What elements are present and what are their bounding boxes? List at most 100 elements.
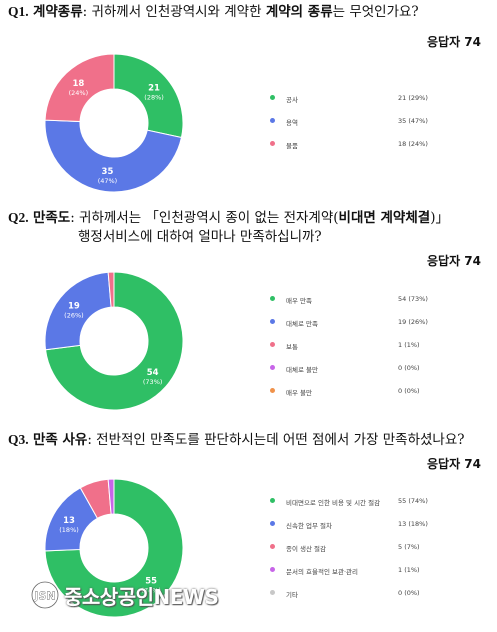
legend-item: 대체로 불만 0 (0%) [265, 364, 435, 388]
legend-satisfaction: 매우 만족 54 (73%) 대체로 만족 19 (26%) 보통 1 (1%) 대체로 불… [265, 295, 435, 411]
slice-value-label: 13 [63, 516, 75, 526]
donut-slice [44, 478, 184, 618]
respondent-count-3: 응답자 74 [427, 457, 481, 471]
legend-label: 문서의 효율적인 보관·관리 [286, 568, 358, 576]
legend-item: 매우 만족 54 (73%) [265, 295, 435, 319]
question-text-bold: 계약의 종류 [265, 4, 333, 20]
donut-slice [44, 271, 112, 351]
legend-dot-icon [270, 365, 275, 370]
legend-label: 대체로 만족 [286, 320, 318, 328]
donut-slice [113, 53, 184, 139]
legend-label: 대체로 불만 [286, 366, 318, 374]
legend-dot-icon [270, 95, 275, 100]
question-number: Q1. [8, 4, 29, 19]
slice-value-label: 19 [68, 302, 80, 312]
donut-chart-contract-type: 21(28%) 35(47%) 18(24%) [44, 53, 184, 193]
slice-percent-label: (28%) [144, 94, 164, 102]
slice-percent-label: (74%) [141, 587, 161, 595]
legend-dot-icon [270, 590, 275, 595]
donut-slice [107, 271, 115, 308]
slice-percent-label: (47%) [98, 177, 118, 185]
legend-value: 1 (1%) [398, 566, 420, 574]
legend-label: 매우 만족 [286, 297, 312, 305]
slice-value-label: 54 [147, 368, 159, 378]
legend-label: 비대면으로 인한 비용 및 시간 절감 [286, 499, 381, 507]
legend-item: 기타 0 (0%) [265, 589, 435, 613]
question-2: Q2. 만족도: 귀하께서는 「인천광역시 종이 없는 전자계약(비대면 계약체… [8, 208, 449, 247]
legend-item: 물품 18 (24%) [265, 140, 435, 164]
legend-dot-icon [270, 567, 275, 572]
legend-label: 신속한 업무 절차 [286, 522, 332, 530]
legend-value: 54 (73%) [398, 295, 428, 303]
question-text: : 전반적인 만족도를 판단하시는데 어떤 점에서 가장 만족하셨나요? [87, 432, 465, 448]
watermark-text: 중소상공인NEWS [64, 584, 219, 609]
legend-value: 1 (1%) [398, 341, 420, 349]
watermark: JSN 중소상공인NEWS [30, 579, 219, 611]
legend-item: 비대면으로 인한 비용 및 시간 절감 55 (74%) [265, 497, 435, 521]
legend-value: 35 (47%) [398, 117, 428, 125]
legend-value: 21 (29%) [398, 94, 428, 102]
legend-satisfaction-reason: 비대면으로 인한 비용 및 시간 절감 55 (74%) 신속한 업무 절차 13 (… [265, 497, 435, 613]
donut-slice [44, 271, 184, 411]
slice-value-label: 18 [72, 79, 84, 89]
legend-dot-icon [270, 521, 275, 526]
legend-value: 55 (74%) [398, 497, 428, 505]
legend-item: 매우 불만 0 (0%) [265, 387, 435, 411]
legend-label: 매우 불만 [286, 389, 312, 397]
slice-percent-label: (24%) [69, 89, 89, 97]
jsn-logo-icon: JSN [30, 580, 60, 610]
donut-slice [107, 478, 115, 515]
legend-dot-icon [270, 118, 275, 123]
legend-value: 0 (0%) [398, 364, 420, 372]
question-3: Q3. 만족 사유: 전반적인 만족도를 판단하시는데 어떤 점에서 가장 만족… [8, 430, 465, 450]
legend-dot-icon [270, 319, 275, 324]
legend-item: 대체로 만족 19 (26%) [265, 318, 435, 342]
question-text-end: 는 무엇인가요? [332, 4, 419, 20]
legend-value: 5 (7%) [398, 543, 420, 551]
legend-item: 신속한 업무 절차 13 (18%) [265, 520, 435, 544]
legend-label: 기타 [286, 591, 298, 599]
question-text: : 귀하께서는 「인천광역시 종이 없는 전자계약( [70, 210, 339, 226]
question-number: Q2. [8, 210, 29, 225]
legend-dot-icon [270, 141, 275, 146]
legend-dot-icon [270, 388, 275, 393]
legend-label: 용역 [286, 119, 298, 127]
legend-value: 13 (18%) [398, 520, 428, 528]
respondent-count-1: 응답자 74 [427, 35, 481, 49]
slice-percent-label: (73%) [143, 378, 163, 386]
legend-dot-icon [270, 498, 275, 503]
respondent-count-2: 응답자 74 [427, 254, 481, 268]
question-topic: 계약종류 [32, 4, 83, 20]
question-topic: 만족 사유 [32, 432, 88, 448]
donut-chart-satisfaction-reason: 55(74%) 13(18%) [44, 478, 184, 618]
legend-item: 용역 35 (47%) [265, 117, 435, 141]
slice-value-label: 21 [148, 84, 160, 94]
legend-item: 보통 1 (1%) [265, 341, 435, 365]
legend-value: 0 (0%) [398, 387, 420, 395]
legend-value: 19 (26%) [398, 318, 428, 326]
svg-text:JSN: JSN [33, 590, 55, 603]
slice-percent-label: (18%) [59, 526, 79, 534]
question-text-end: )」 [430, 210, 449, 226]
donut-slice [44, 53, 115, 123]
legend-value: 0 (0%) [398, 589, 420, 597]
donut-chart-satisfaction: 54(73%) 19(26%) [44, 271, 184, 411]
question-topic: 만족도 [32, 210, 71, 226]
legend-label: 보통 [286, 343, 298, 351]
legend-dot-icon [270, 544, 275, 549]
legend-value: 18 (24%) [398, 140, 428, 148]
donut-slice [44, 119, 183, 193]
legend-item: 문서의 효율적인 보관·관리 1 (1%) [265, 566, 435, 590]
question-number: Q3. [8, 432, 29, 447]
legend-contract-type: 공사 21 (29%) 용역 35 (47%) 물품 18 (24%) [265, 94, 435, 164]
legend-label: 물품 [286, 142, 298, 150]
legend-label: 종이 생산 절감 [286, 545, 327, 553]
question-text-line2: 행정서비스에 대하여 얼마나 만족하십니까? [78, 229, 322, 245]
question-text: : 귀하께서 인천광역시와 계약한 [82, 4, 266, 20]
legend-dot-icon [270, 342, 275, 347]
slice-value-label: 35 [102, 167, 114, 177]
slice-value-label: 55 [145, 577, 157, 587]
legend-item: 종이 생산 절감 5 (7%) [265, 543, 435, 567]
legend-item: 공사 21 (29%) [265, 94, 435, 118]
legend-label: 공사 [286, 96, 298, 104]
